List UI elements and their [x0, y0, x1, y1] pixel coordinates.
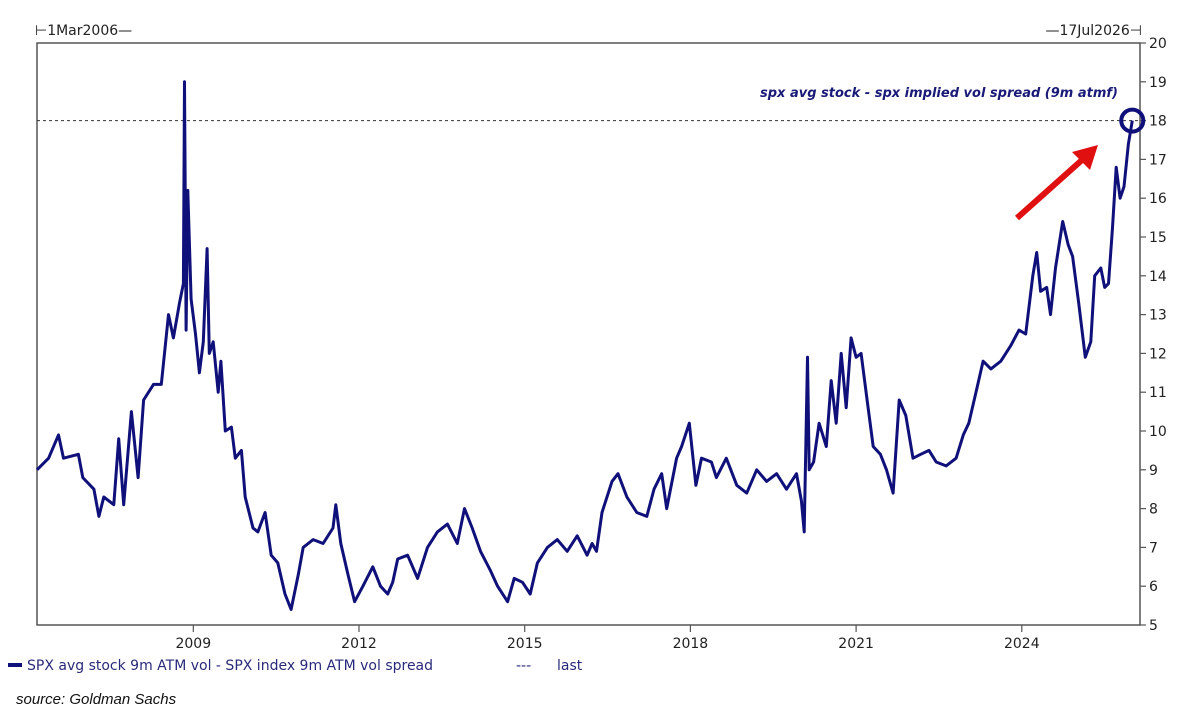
y-tick-label: 10	[1149, 424, 1167, 440]
y-tick-label: 14	[1149, 269, 1167, 285]
x-tick-label: 2024	[1004, 636, 1040, 652]
y-tick-label: 8	[1149, 502, 1158, 518]
legend: SPX avg stock 9m ATM vol - SPX index 9m …	[8, 658, 583, 674]
y-tick-label: 11	[1149, 385, 1167, 401]
y-tick-label: 17	[1149, 152, 1167, 168]
highlight-circle	[1119, 107, 1146, 134]
y-axis: 5 6 7 8 9 10 11 12 13 14 15 16 17 18 19 20	[1140, 36, 1167, 634]
x-axis: 2009 2012 2015 2018 2021 2024	[175, 625, 1040, 652]
y-tick-label: 15	[1149, 230, 1167, 246]
x-tick-label: 2021	[838, 636, 874, 652]
y-tick-label: 7	[1149, 540, 1158, 556]
y-tick-label: 6	[1149, 579, 1158, 595]
series-line	[35, 80, 1134, 611]
y-tick-label: 5	[1149, 618, 1158, 634]
y-tick-label: 13	[1149, 308, 1167, 324]
y-tick-label: 20	[1149, 36, 1167, 52]
chart-annotation: spx avg stock - spx implied vol spread (…	[760, 86, 1118, 101]
y-tick-label: 16	[1149, 191, 1167, 207]
y-tick-label: 18	[1149, 114, 1167, 130]
y-tick-label: 9	[1149, 463, 1158, 479]
legend-last-label: last	[557, 658, 583, 674]
start-date-label: ⊢1Mar2006—	[35, 23, 132, 39]
red-arrow	[1015, 145, 1098, 221]
legend-series-label: SPX avg stock 9m ATM vol - SPX index 9m …	[27, 658, 433, 674]
x-tick-label: 2015	[507, 636, 543, 652]
end-date-label: —17Jul2026⊣	[1045, 23, 1142, 39]
x-tick-label: 2018	[673, 636, 709, 652]
source-note: source: Goldman Sachs	[16, 691, 177, 708]
x-tick-label: 2012	[341, 636, 377, 652]
legend-last-symbol: ---	[516, 658, 531, 674]
x-tick-label: 2009	[175, 636, 211, 652]
plot-frame	[36, 42, 1141, 626]
y-tick-label: 12	[1149, 346, 1167, 362]
y-tick-label: 19	[1149, 75, 1167, 91]
